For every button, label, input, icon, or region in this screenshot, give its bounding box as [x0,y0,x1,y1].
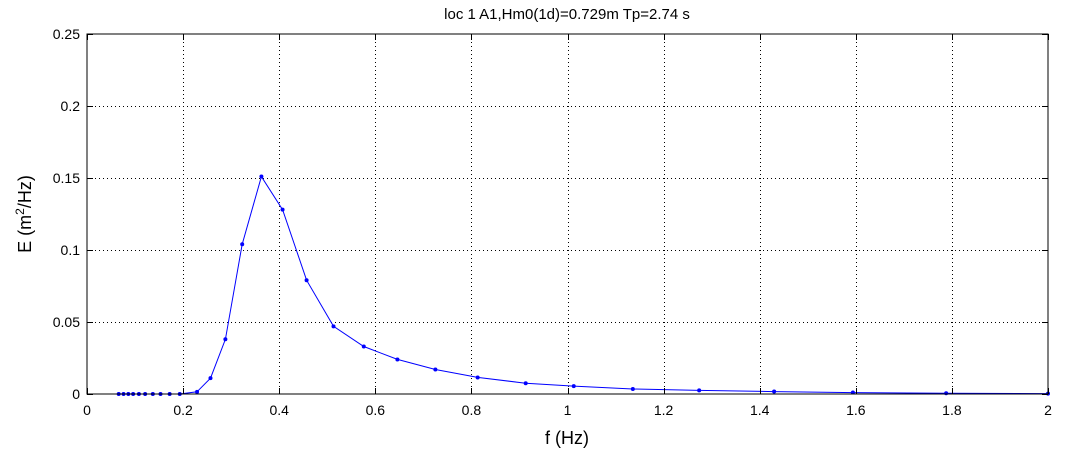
y-tick-label: 0.15 [53,170,80,186]
data-point [433,367,438,372]
y-tick-label: 0.25 [53,26,80,42]
y-tick-label: 0.1 [61,242,81,258]
x-axis-label: f (Hz) [545,428,589,448]
data-point [772,389,777,394]
chart-title: loc 1 A1,Hm0(1d)=0.729m Tp=2.74 s [444,6,690,23]
data-point [361,344,366,349]
data-point [280,207,285,212]
x-tick-label: 0.4 [269,402,289,418]
y-axis-label-prefix: E (m [15,215,35,253]
x-tick-label: 1.8 [942,402,962,418]
x-tick-label: 0.2 [173,402,193,418]
plot-frame [86,33,1049,395]
data-point [571,384,576,389]
y-tick-label: 0.2 [61,98,81,114]
y-tick-label: 0 [72,386,80,402]
data-point [240,242,245,247]
x-tick-label: 1 [564,402,572,418]
data-point [259,174,264,179]
y-axis-label-suffix: /Hz) [15,175,35,208]
data-point [697,388,702,393]
x-tick-label: 0 [83,402,91,418]
data-point [475,375,480,380]
data-point [630,386,635,391]
data-point [208,376,213,381]
data-point [223,337,228,342]
tick-layer: 0 0.2 0.4 0.6 0.8 1 1.2 1.4 1.6 1.8 2 0 0.05 0.1 0.15 0… [53,26,1052,418]
y-tick-label: 0.05 [53,314,80,330]
y-axis-label: E (m2/Hz) [13,175,35,253]
grid [87,34,1048,394]
y-axis-label-superscript: 2 [13,208,27,215]
data-point [944,391,949,396]
x-tick-label: 1.4 [750,402,770,418]
plot-area [87,34,1048,394]
data-point [523,381,528,386]
x-tick-label: 2 [1044,402,1052,418]
data-point [195,389,200,394]
data-point [395,357,400,362]
x-tick-label: 0.6 [366,402,386,418]
x-tick-label: 0.8 [462,402,482,418]
x-tick-label: 1.6 [846,402,866,418]
x-tick-label: 1.2 [654,402,674,418]
data-point [304,278,309,283]
data-point [331,324,336,329]
